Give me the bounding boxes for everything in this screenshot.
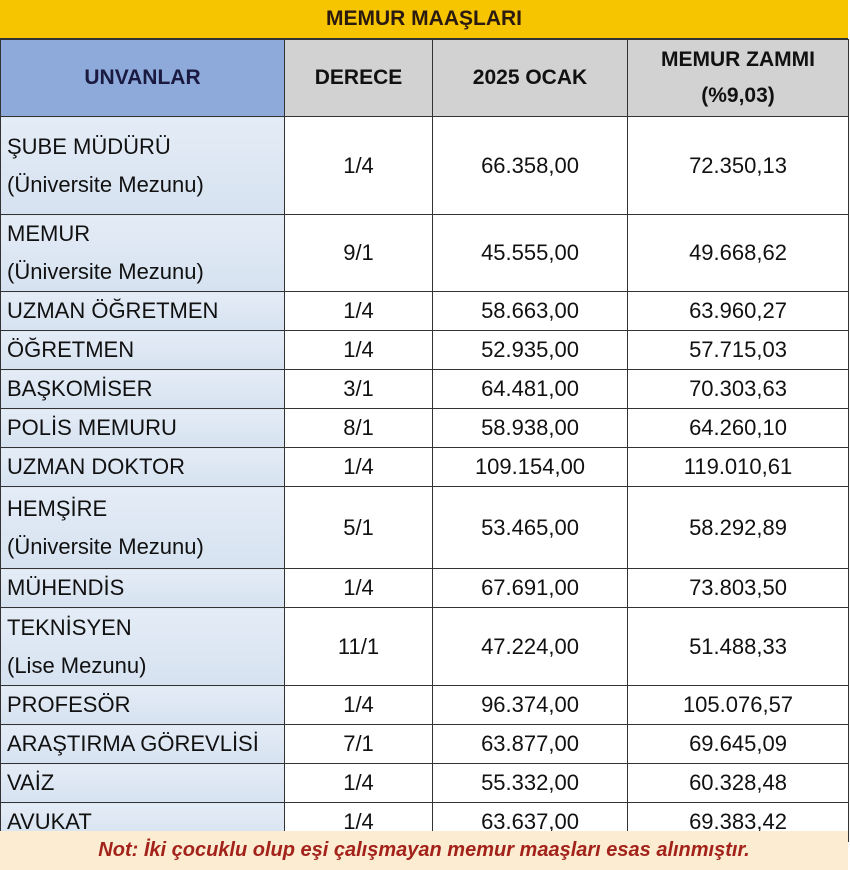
cell-unvan: POLİS MEMURU — [0, 408, 285, 448]
cell-derece: 11/1 — [284, 607, 433, 686]
cell-memur-zammi: 49.668,62 — [627, 214, 849, 292]
table-row: MEMUR (Üniversite Mezunu) 9/1 45.555,00 49.6… — [0, 214, 849, 292]
cell-memur-zammi: 72.350,13 — [627, 116, 849, 215]
unvan-name: ARAŞTIRMA GÖREVLİSİ — [7, 731, 259, 756]
unvan-note: (Üniversite Mezunu) — [7, 259, 204, 284]
cell-unvan: VAİZ — [0, 763, 285, 803]
unvan-name: BAŞKOMİSER — [7, 376, 153, 401]
cell-unvan: UZMAN DOKTOR — [0, 447, 285, 487]
header-memur-zammi-label: MEMUR ZAMMI — [661, 48, 815, 71]
cell-derece: 1/4 — [284, 116, 433, 215]
cell-unvan: HEMŞİRE (Üniversite Mezunu) — [0, 486, 285, 569]
header-derece: DERECE — [284, 39, 433, 117]
cell-unvan: PROFESÖR — [0, 685, 285, 725]
cell-memur-zammi: 64.260,10 — [627, 408, 849, 448]
cell-2025-ocak: 47.224,00 — [432, 607, 628, 686]
cell-memur-zammi: 105.076,57 — [627, 685, 849, 725]
cell-2025-ocak: 55.332,00 — [432, 763, 628, 803]
header-memur-zammi-rate: (%9,03) — [701, 84, 775, 107]
cell-derece: 3/1 — [284, 369, 433, 409]
cell-unvan: ŞUBE MÜDÜRÜ (Üniversite Mezunu) — [0, 116, 285, 215]
unvan-name: ŞUBE MÜDÜRÜ — [7, 133, 171, 159]
cell-2025-ocak: 67.691,00 — [432, 568, 628, 608]
unvan-name: VAİZ — [7, 770, 55, 795]
cell-memur-zammi: 57.715,03 — [627, 330, 849, 370]
unvan-name: PROFESÖR — [7, 692, 131, 717]
cell-derece: 1/4 — [284, 763, 433, 803]
header-memur-zammi: MEMUR ZAMMI (%9,03) — [627, 39, 849, 117]
cell-derece: 8/1 — [284, 408, 433, 448]
unvan-name: AVUKAT — [7, 809, 92, 834]
cell-unvan: UZMAN ÖĞRETMEN — [0, 291, 285, 331]
cell-2025-ocak: 63.877,00 — [432, 724, 628, 764]
cell-2025-ocak: 45.555,00 — [432, 214, 628, 292]
cell-memur-zammi: 70.303,63 — [627, 369, 849, 409]
unvan-name: MEMUR — [7, 221, 91, 246]
cell-unvan: BAŞKOMİSER — [0, 369, 285, 409]
table-row: BAŞKOMİSER 3/1 64.481,00 70.303,63 — [0, 369, 849, 409]
cell-derece: 1/4 — [284, 568, 433, 608]
header-row: UNVANLAR DERECE 2025 OCAK MEMUR ZAMMI (%9… — [0, 39, 849, 117]
unvan-name: TEKNİSYEN — [7, 614, 132, 640]
cell-memur-zammi: 58.292,89 — [627, 486, 849, 569]
table-row: MÜHENDİS 1/4 67.691,00 73.803,50 — [0, 568, 849, 608]
salary-table: UNVANLAR DERECE 2025 OCAK MEMUR ZAMMI (%9… — [0, 39, 849, 842]
cell-memur-zammi: 73.803,50 — [627, 568, 849, 608]
table-row: POLİS MEMURU 8/1 58.938,00 64.260,10 — [0, 408, 849, 448]
unvan-note: (Üniversite Mezunu) — [7, 533, 204, 559]
table-row: VAİZ 1/4 55.332,00 60.328,48 — [0, 763, 849, 803]
table-row: PROFESÖR 1/4 96.374,00 105.076,57 — [0, 685, 849, 725]
table-row: UZMAN ÖĞRETMEN 1/4 58.663,00 63.960,27 — [0, 291, 849, 331]
cell-derece: 7/1 — [284, 724, 433, 764]
unvan-name: ÖĞRETMEN — [7, 337, 135, 362]
cell-unvan: ARAŞTIRMA GÖREVLİSİ — [0, 724, 285, 764]
cell-memur-zammi: 63.960,27 — [627, 291, 849, 331]
cell-memur-zammi: 51.488,33 — [627, 607, 849, 686]
cell-unvan: MÜHENDİS — [0, 568, 285, 608]
unvan-name: UZMAN ÖĞRETMEN — [7, 298, 219, 323]
cell-derece: 5/1 — [284, 486, 433, 569]
table-title: MEMUR MAAŞLARI — [0, 0, 848, 40]
cell-unvan: TEKNİSYEN (Lise Mezunu) — [0, 607, 285, 686]
header-unvanlar: UNVANLAR — [0, 39, 285, 117]
cell-2025-ocak: 109.154,00 — [432, 447, 628, 487]
unvan-note: (Üniversite Mezunu) — [7, 171, 204, 197]
table-row: HEMŞİRE (Üniversite Mezunu) 5/1 53.465,00 58… — [0, 486, 849, 569]
cell-unvan: MEMUR (Üniversite Mezunu) — [0, 214, 285, 292]
cell-memur-zammi: 69.645,09 — [627, 724, 849, 764]
cell-derece: 9/1 — [284, 214, 433, 292]
cell-2025-ocak: 58.938,00 — [432, 408, 628, 448]
cell-derece: 1/4 — [284, 330, 433, 370]
table-row: ARAŞTIRMA GÖREVLİSİ 7/1 63.877,00 69.645,09 — [0, 724, 849, 764]
cell-unvan: ÖĞRETMEN — [0, 330, 285, 370]
unvan-name: POLİS MEMURU — [7, 415, 177, 440]
cell-memur-zammi: 60.328,48 — [627, 763, 849, 803]
cell-derece: 1/4 — [284, 447, 433, 487]
unvan-name: UZMAN DOKTOR — [7, 454, 186, 479]
cell-2025-ocak: 96.374,00 — [432, 685, 628, 725]
header-2025-ocak: 2025 OCAK — [432, 39, 628, 117]
unvan-name: MÜHENDİS — [7, 575, 125, 600]
table-row: ŞUBE MÜDÜRÜ (Üniversite Mezunu) 1/4 66.358,… — [0, 116, 849, 215]
cell-2025-ocak: 66.358,00 — [432, 116, 628, 215]
cell-derece: 1/4 — [284, 291, 433, 331]
cell-2025-ocak: 52.935,00 — [432, 330, 628, 370]
table-row: UZMAN DOKTOR 1/4 109.154,00 119.010,61 — [0, 447, 849, 487]
table-row: TEKNİSYEN (Lise Mezunu) 11/1 47.224,00 51.48… — [0, 607, 849, 686]
cell-derece: 1/4 — [284, 685, 433, 725]
cell-2025-ocak: 64.481,00 — [432, 369, 628, 409]
cell-2025-ocak: 53.465,00 — [432, 486, 628, 569]
footnote: Not: İki çocuklu olup eşi çalışmayan mem… — [0, 831, 848, 870]
cell-2025-ocak: 58.663,00 — [432, 291, 628, 331]
unvan-note: (Lise Mezunu) — [7, 652, 147, 678]
cell-memur-zammi: 119.010,61 — [627, 447, 849, 487]
unvan-name: HEMŞİRE — [7, 495, 108, 521]
table-row: ÖĞRETMEN 1/4 52.935,00 57.715,03 — [0, 330, 849, 370]
